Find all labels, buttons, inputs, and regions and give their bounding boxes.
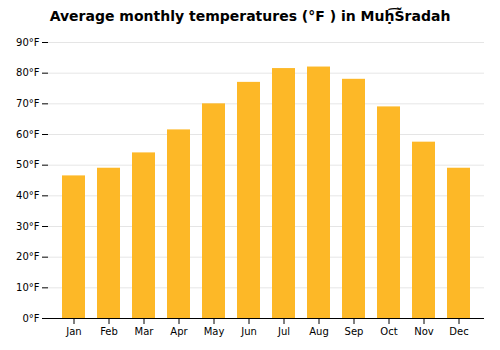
svg-text:40°F: 40°F — [16, 190, 40, 201]
svg-text:10°F: 10°F — [16, 282, 40, 293]
svg-text:Oct: Oct — [380, 326, 397, 337]
svg-text:Mar: Mar — [135, 326, 155, 337]
svg-text:Sep: Sep — [345, 326, 364, 337]
svg-text:Aug: Aug — [309, 326, 329, 337]
svg-text:20°F: 20°F — [16, 251, 40, 262]
svg-text:0°F: 0°F — [22, 313, 39, 324]
svg-text:60°F: 60°F — [16, 129, 40, 140]
svg-text:90°F: 90°F — [16, 37, 40, 48]
svg-text:May: May — [204, 326, 225, 337]
html-text:Average monthly temperatures (: Average monthly temperatures (°F ) in Mu… — [49, 8, 451, 24]
svg-text:Apr: Apr — [170, 326, 188, 337]
svg-text:Nov: Nov — [414, 326, 434, 337]
svg-text:80°F: 80°F — [16, 67, 40, 78]
svg-text:Jan: Jan — [65, 326, 81, 337]
svg-text:Jul: Jul — [277, 326, 290, 337]
svg-text:70°F: 70°F — [16, 98, 40, 109]
svg-text:Dec: Dec — [449, 326, 468, 337]
svg-text:50°F: 50°F — [16, 159, 40, 170]
svg-text:Feb: Feb — [100, 326, 118, 337]
svg-text:30°F: 30°F — [16, 221, 40, 232]
svg-text:Jun: Jun — [240, 326, 257, 337]
